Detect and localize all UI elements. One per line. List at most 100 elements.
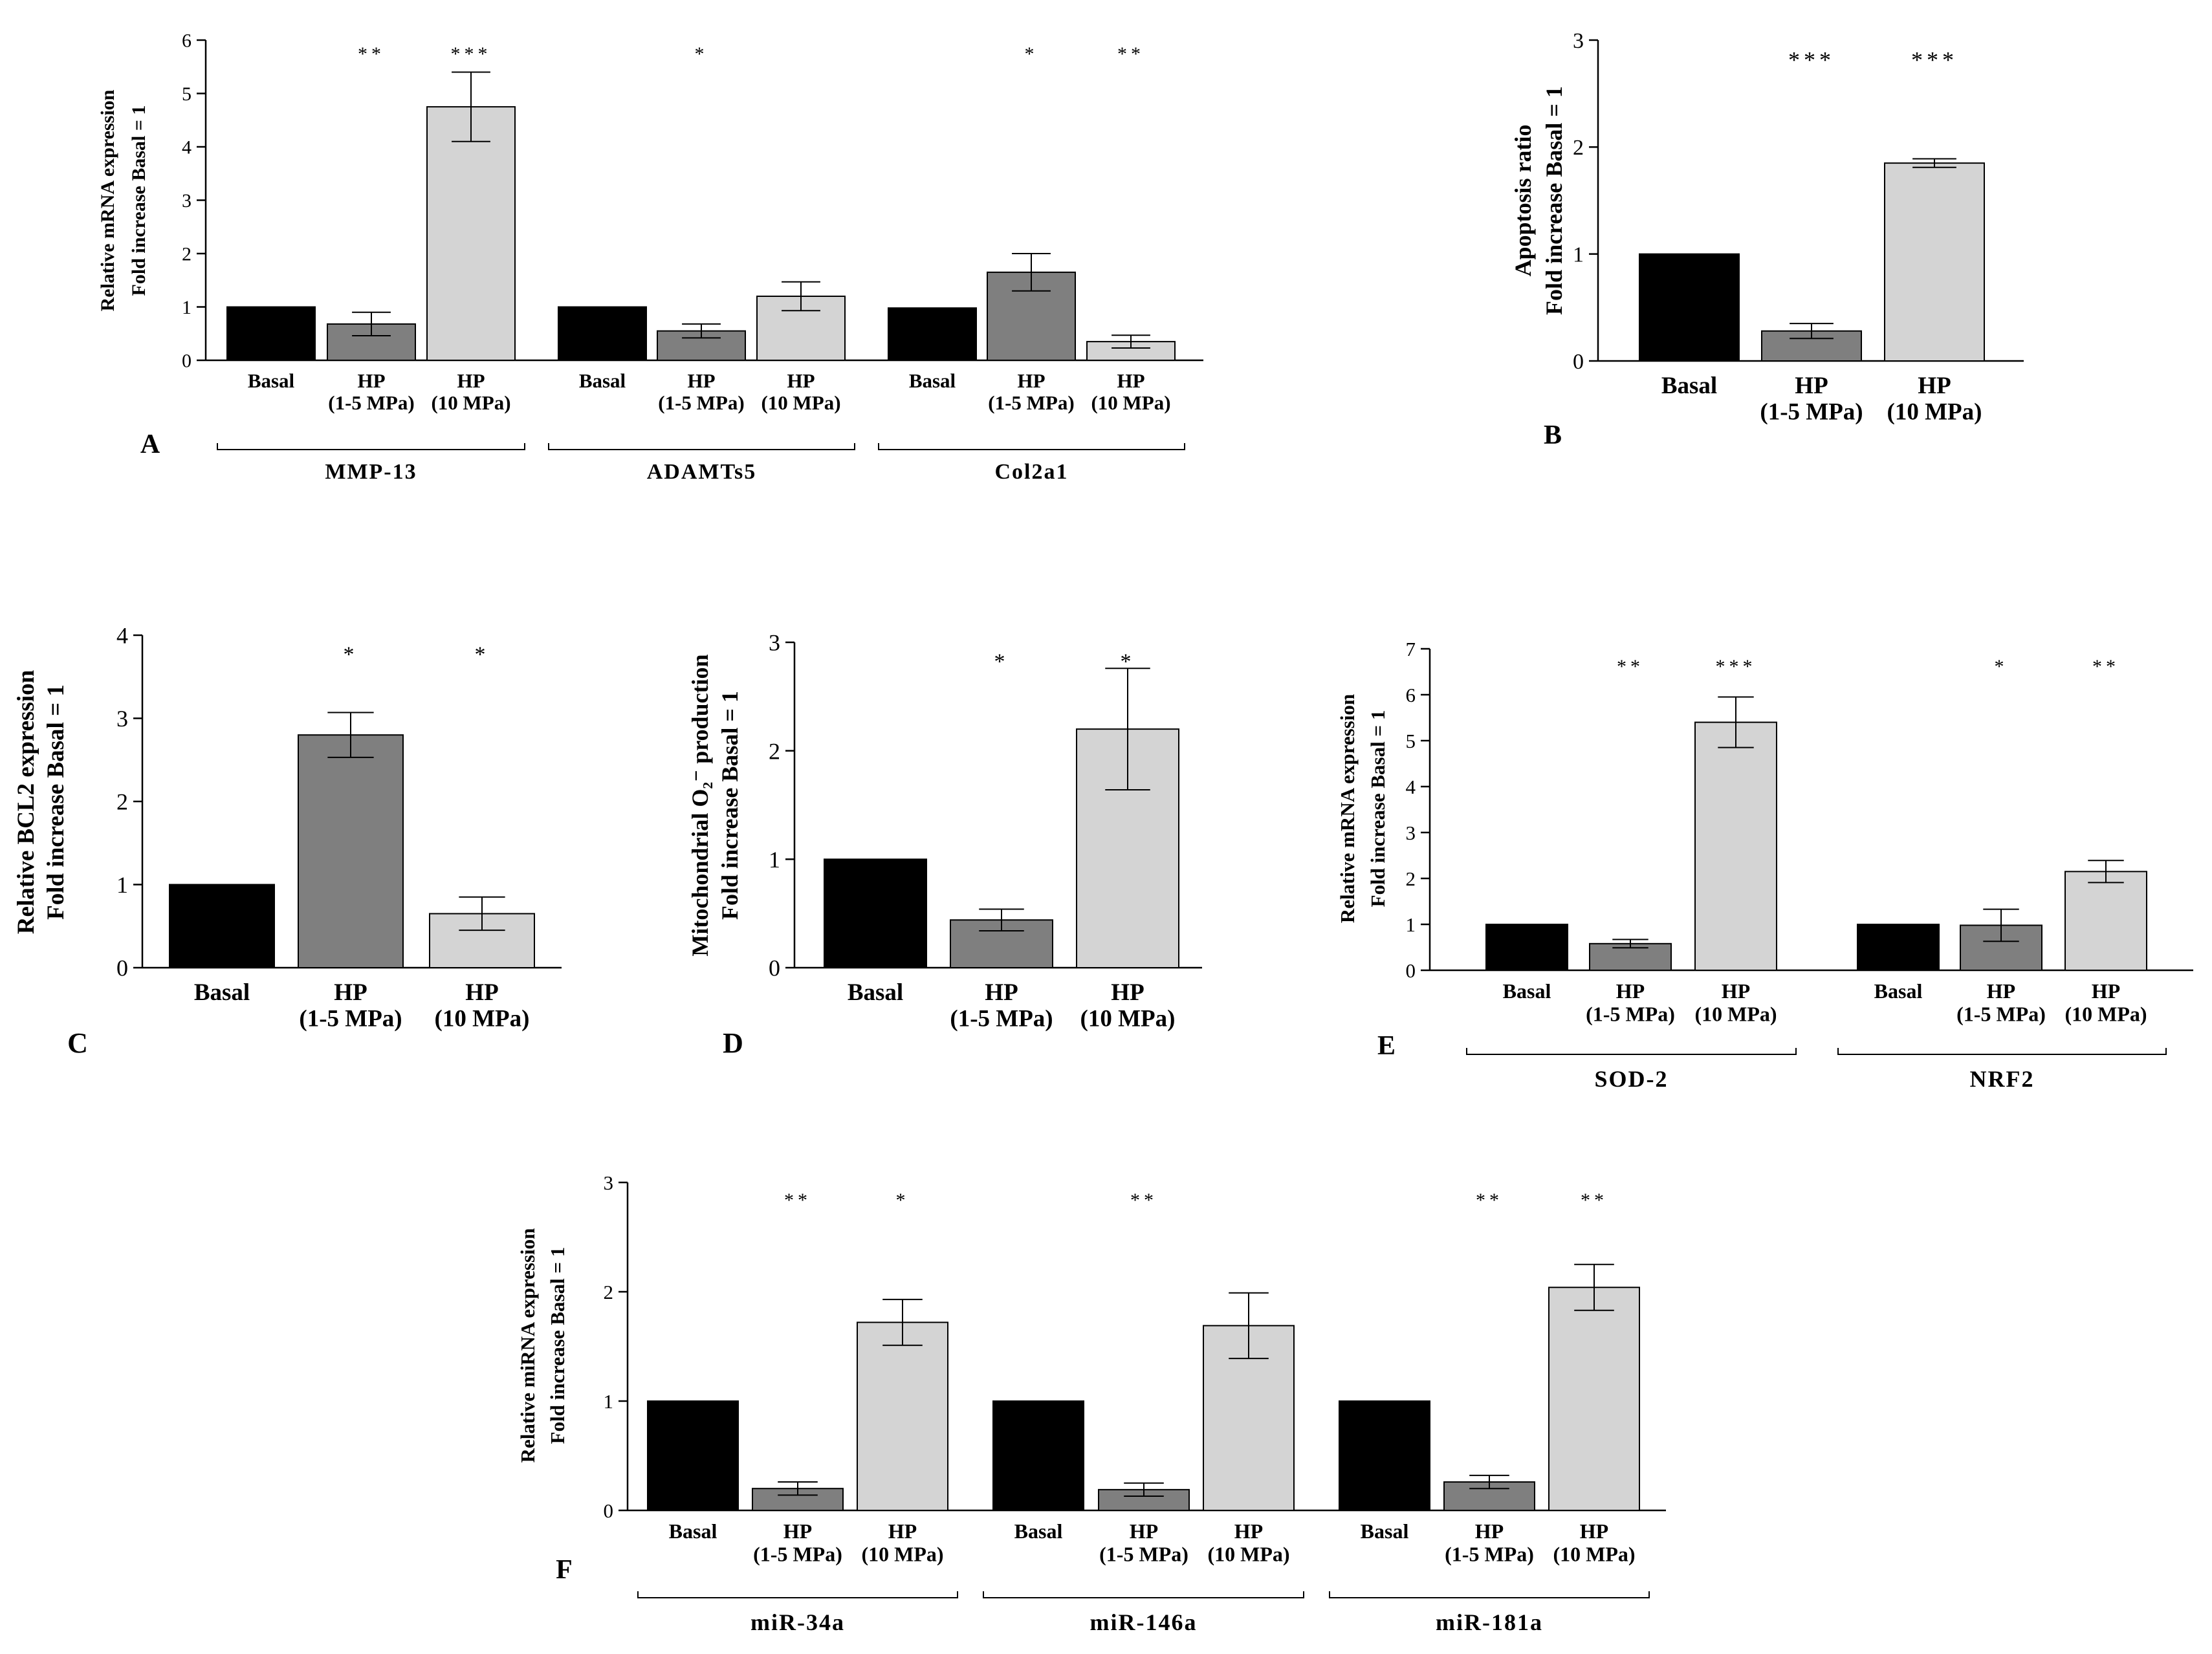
x-tick-label: HP	[787, 369, 815, 392]
y-axis-label: Relative BCL2 expression	[13, 669, 39, 934]
significance-marker: *	[994, 650, 1009, 674]
group-bracket	[983, 1591, 1304, 1598]
x-tick-label: HP	[1987, 979, 2015, 1003]
x-tick-label: (10 MPa)	[761, 391, 840, 414]
x-tick-label: (10 MPa)	[435, 1006, 530, 1032]
y-tick-label: 3	[116, 706, 128, 732]
x-tick-label: Basal	[579, 369, 626, 392]
x-tick-label: (10 MPa)	[1080, 1006, 1176, 1032]
significance-marker: *	[475, 643, 490, 667]
y-tick-label: 2	[116, 789, 128, 815]
panel-d: 0 1 2 3 Mitochondrial O₂⁻ production Fold inc…	[687, 630, 1202, 1059]
group-bracket	[217, 443, 525, 450]
x-tick-label: (10 MPa)	[1207, 1542, 1289, 1565]
x-tick-label: Basal	[909, 369, 956, 392]
y-axis-label: Mitochondrial O₂⁻ production	[687, 654, 713, 956]
x-tick-label: (10 MPa)	[1091, 391, 1170, 414]
x-tick-label: HP	[1580, 1519, 1608, 1543]
y-tick-label: 1	[769, 847, 780, 873]
y-axis-label: Relative mRNA expression	[97, 89, 118, 311]
x-tick-label: HP	[1111, 979, 1144, 1006]
x-tick-label: HP	[985, 979, 1018, 1006]
panel-letter: F	[556, 1555, 573, 1585]
y-axis-label: Relative mRNA expression	[1336, 694, 1359, 923]
y-tick-label: 3	[769, 630, 780, 656]
significance-marker: *	[896, 1190, 910, 1211]
x-tick-label: Basal	[194, 979, 250, 1006]
bar	[888, 307, 977, 361]
panel-letter: B	[1544, 420, 1562, 450]
x-tick-label: (10 MPa)	[861, 1542, 943, 1565]
group-bracket	[1837, 1048, 2167, 1055]
bar	[1884, 162, 1985, 362]
bar	[1548, 1287, 1640, 1511]
y-tick-label: 6	[182, 30, 192, 52]
bar	[226, 306, 316, 361]
y-tick-label: 6	[1406, 684, 1416, 706]
y-tick-label: 2	[1573, 136, 1584, 160]
x-tick-label: HP	[1616, 979, 1645, 1003]
x-tick-label: (10 MPa)	[1553, 1542, 1635, 1565]
y-tick-label: 3	[1406, 822, 1416, 844]
y-tick-label: 0	[1406, 959, 1416, 982]
significance-marker: **	[1476, 1190, 1503, 1211]
x-tick-label: Basal	[1874, 979, 1923, 1003]
y-tick-label: 0	[1573, 350, 1584, 374]
bar	[647, 1400, 739, 1511]
significance-marker: **	[1130, 1190, 1157, 1211]
panel-a: 0 1 2 3 4 5 6 Relative mRNA expression Fold incr…	[97, 30, 1203, 484]
y-tick-label: 2	[182, 244, 192, 265]
group-label: miR-181a	[1436, 1609, 1543, 1635]
y-axis-label: Fold increase Basal = 1	[1541, 86, 1567, 315]
y-tick-label: 7	[1406, 638, 1416, 660]
x-tick-label: HP	[1234, 1519, 1263, 1543]
y-axis-label: Fold increase Basal = 1	[546, 1247, 569, 1444]
x-tick-label: (1-5 MPa)	[1956, 1002, 2046, 1025]
panel-letter: E	[1377, 1031, 1396, 1061]
y-axis-label: Apoptosis ratio	[1510, 124, 1536, 276]
panel-letter: A	[140, 430, 160, 459]
x-tick-label: (1-5 MPa)	[658, 391, 744, 414]
significance-marker: **	[1581, 1190, 1608, 1211]
x-tick-label: HP	[1475, 1519, 1504, 1543]
panel-f: 0 1 2 3 Relative miRNA expression Fold increa…	[516, 1171, 1666, 1635]
y-axis-label: Fold increase Basal = 1	[43, 684, 69, 920]
significance-marker: *	[1025, 43, 1038, 65]
bar	[169, 884, 275, 968]
significance-marker: ***	[451, 43, 492, 65]
x-tick-label: Basal	[1661, 373, 1717, 399]
x-tick-label: Basal	[848, 979, 903, 1006]
y-tick-label: 1	[604, 1390, 614, 1413]
significance-marker: *	[1121, 650, 1135, 674]
y-tick-label: 4	[116, 623, 128, 649]
significance-marker: **	[358, 43, 385, 65]
x-tick-label: (1-5 MPa)	[1445, 1542, 1534, 1565]
group-bracket	[1466, 1048, 1797, 1055]
x-tick-label: HP	[888, 1519, 917, 1543]
x-tick-label: (1-5 MPa)	[299, 1006, 402, 1032]
y-tick-label: 0	[182, 351, 192, 372]
x-tick-label: (1-5 MPa)	[988, 391, 1074, 414]
y-tick-label: 2	[604, 1281, 614, 1303]
bar	[1485, 924, 1568, 971]
bar	[2064, 871, 2147, 971]
y-tick-label: 0	[604, 1499, 614, 1522]
group-bracket	[878, 443, 1185, 450]
significance-marker: ***	[1911, 47, 1958, 72]
y-axis-label: Fold increase Basal = 1	[1366, 710, 1389, 908]
significance-marker: ***	[1788, 47, 1835, 72]
significance-marker: **	[1117, 43, 1144, 65]
group-label: SOD-2	[1594, 1066, 1668, 1092]
x-tick-label: (10 MPa)	[2064, 1002, 2147, 1025]
x-tick-label: HP	[2092, 979, 2120, 1003]
x-tick-label: (1-5 MPa)	[328, 391, 414, 414]
bar	[857, 1322, 948, 1511]
y-tick-label: 4	[1406, 776, 1416, 798]
bar	[992, 1400, 1084, 1511]
y-tick-label: 2	[1406, 867, 1416, 890]
x-tick-label: HP	[783, 1519, 812, 1543]
panel-letter: D	[723, 1027, 743, 1059]
x-tick-label: Basal	[669, 1519, 717, 1543]
group-label: ADAMTs5	[647, 460, 757, 484]
